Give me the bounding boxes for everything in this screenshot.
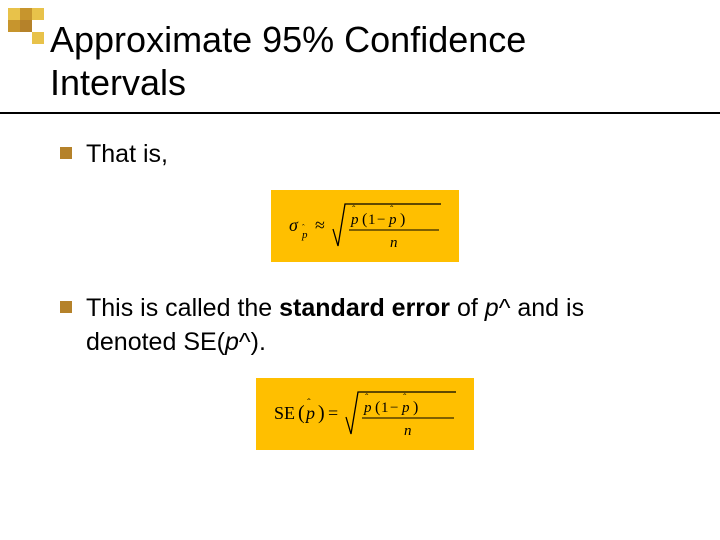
svg-text:1: 1 <box>368 212 376 228</box>
bullet-1-text: That is, <box>86 138 168 172</box>
svg-text:n: n <box>404 423 412 439</box>
formula-2: SE(pˆ)=pˆ(1−pˆ)n <box>270 386 460 442</box>
bullet-2: This is called the standard error of p^ … <box>60 292 670 360</box>
svg-text:ˆ: ˆ <box>307 397 311 409</box>
slide-content: That is, σpˆ≈pˆ(1−pˆ)n This is called th… <box>0 138 720 449</box>
corner-decoration <box>8 8 44 44</box>
svg-text:−: − <box>390 400 398 416</box>
svg-text:(: ( <box>362 211 367 228</box>
formula-1-box: σpˆ≈pˆ(1−pˆ)n <box>271 190 459 262</box>
bullet-1: That is, <box>60 138 670 172</box>
svg-text:(: ( <box>298 402 305 424</box>
title-line-1: Approximate 95% Confidence <box>50 18 680 61</box>
svg-text:=: = <box>328 403 338 423</box>
svg-text:): ) <box>413 399 418 416</box>
title-line-2: Intervals <box>50 61 680 104</box>
formula-1-wrap: σpˆ≈pˆ(1−pˆ)n <box>60 190 670 262</box>
bullet-marker <box>60 147 72 159</box>
formula-2-wrap: SE(pˆ)=pˆ(1−pˆ)n <box>60 378 670 450</box>
title-area: Approximate 95% Confidence Intervals <box>0 0 720 114</box>
svg-text:): ) <box>400 211 405 228</box>
svg-text:n: n <box>390 235 398 251</box>
formula-1: σpˆ≈pˆ(1−pˆ)n <box>285 198 445 254</box>
bullet-2-text: This is called the standard error of p^ … <box>86 292 670 360</box>
svg-text:(: ( <box>375 399 380 416</box>
svg-text:σ: σ <box>289 215 299 235</box>
svg-text:ˆ: ˆ <box>302 223 305 232</box>
svg-text:≈: ≈ <box>315 215 325 235</box>
formula-2-box: SE(pˆ)=pˆ(1−pˆ)n <box>256 378 474 450</box>
svg-text:): ) <box>318 402 325 424</box>
svg-text:SE: SE <box>274 403 295 423</box>
svg-text:1: 1 <box>381 400 389 416</box>
bullet-marker <box>60 301 72 313</box>
svg-text:−: − <box>377 212 385 228</box>
